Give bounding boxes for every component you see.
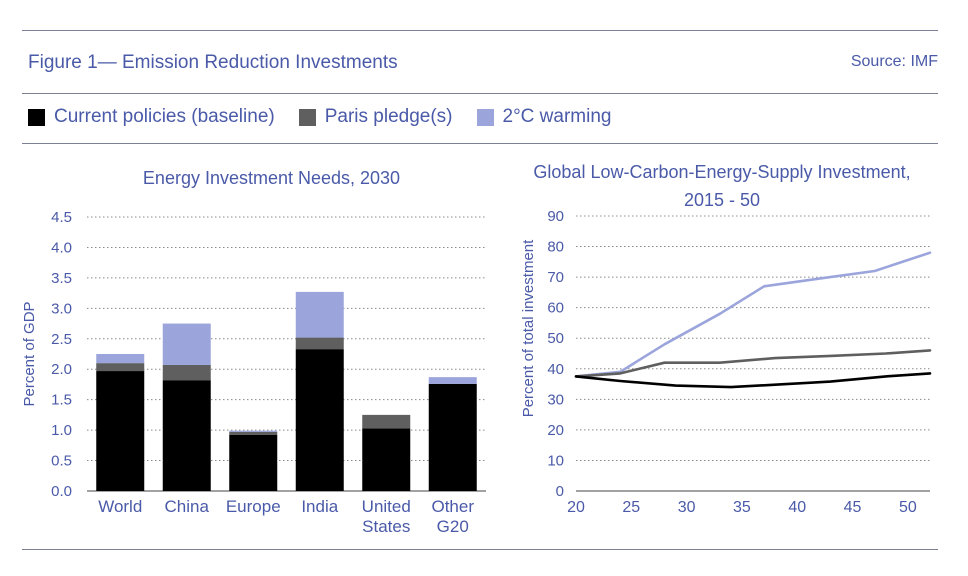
legend-item-paris: Paris pledge(s): [298, 106, 453, 128]
bar-segment: [295, 349, 344, 491]
line-y-tick-label: 40: [547, 361, 564, 378]
bar-y-tick-label: 0.0: [51, 483, 72, 500]
bar-category-label: Europe: [226, 497, 281, 516]
bar-segment: [428, 377, 477, 384]
line-x-tick-label: 35: [733, 499, 751, 516]
bar-y-tick-label: 2.5: [51, 331, 72, 348]
bar-y-tick-label: 0.5: [51, 453, 72, 470]
legend-item-2c: 2°C warming: [476, 106, 612, 128]
bar-category-label: United: [362, 497, 411, 516]
legend-label-baseline: Current policies (baseline): [54, 106, 275, 127]
line-chart-title: Global Low-Carbon-Energy-Supply Investme…: [533, 162, 910, 182]
line-x-tick-label: 50: [899, 499, 917, 516]
line-chart-title: 2015 - 50: [684, 190, 760, 210]
line-x-tick-label: 20: [567, 499, 585, 516]
figure-source: Source: IMF: [850, 53, 938, 70]
bar-segment: [229, 430, 278, 432]
figure-title: Figure 1— Emission Reduction Investments: [28, 52, 398, 73]
bar-y-tick-label: 1.5: [51, 392, 72, 409]
bar-category-label: World: [98, 497, 142, 516]
legend-label-2c: 2°C warming: [502, 106, 612, 127]
bar-segment: [162, 364, 211, 381]
bar-category-label: States: [362, 517, 410, 536]
legend-item-baseline: Current policies (baseline): [28, 106, 275, 128]
bar-segment: [229, 431, 278, 435]
bar-segment: [362, 414, 411, 429]
bar-y-tick-label: 3.5: [51, 270, 72, 287]
legend: Current policies (baseline) Paris pledge…: [28, 106, 635, 128]
bar-segment: [229, 434, 278, 491]
line-y-tick-label: 20: [547, 422, 564, 439]
line-y-tick-label: 30: [547, 391, 564, 408]
line-y-tick-label: 10: [547, 452, 564, 469]
bar-segment: [96, 371, 145, 491]
bar-segment: [162, 323, 211, 365]
legend-label-paris: Paris pledge(s): [324, 106, 453, 127]
bar-segment: [162, 380, 211, 491]
bar-category-label: China: [165, 497, 210, 516]
line-series-2: [574, 251, 932, 378]
bar-y-tick-label: 2.0: [51, 361, 72, 378]
line-y-tick-label: 80: [547, 239, 564, 256]
bar-chart-title: Energy Investment Needs, 2030: [143, 168, 400, 188]
line-y-tick-label: 90: [547, 208, 564, 225]
line-x-tick-label: 30: [678, 499, 696, 516]
legend-swatch-baseline: [28, 108, 45, 126]
bar-y-axis-label: Percent of GDP: [21, 301, 38, 406]
bar-y-tick-label: 1.0: [51, 422, 72, 439]
line-series-0: [574, 372, 932, 389]
legend-swatch-paris: [298, 108, 316, 126]
line-x-tick-label: 45: [844, 499, 862, 516]
bar-category-label: G20: [437, 517, 469, 536]
bar-y-tick-label: 4.0: [51, 239, 72, 256]
bar-segment: [96, 354, 145, 364]
bar-segment: [428, 383, 477, 491]
bottom-rule: [22, 549, 938, 550]
bar-segment: [96, 363, 145, 372]
line-y-axis-label: Percent of total investment: [520, 239, 537, 417]
line-x-tick-label: 25: [622, 499, 640, 516]
line-series-1: [574, 349, 932, 378]
bar-segment: [295, 291, 344, 338]
title-rule: [22, 93, 938, 94]
line-y-tick-label: 70: [547, 269, 564, 286]
bar-segment: [362, 428, 411, 491]
top-rule: [22, 30, 938, 31]
bar-category-label: Other: [431, 497, 474, 516]
line-y-tick-label: 0: [556, 483, 564, 500]
bar-segment: [295, 337, 344, 350]
line-x-tick-label: 40: [788, 499, 806, 516]
legend-swatch-2c: [476, 108, 494, 126]
line-y-tick-label: 60: [547, 300, 564, 317]
bar-y-tick-label: 4.5: [51, 209, 72, 226]
bar-y-tick-label: 3.0: [51, 300, 72, 317]
line-y-tick-label: 50: [547, 330, 564, 347]
legend-rule: [22, 143, 938, 144]
bar-category-label: India: [301, 497, 338, 516]
